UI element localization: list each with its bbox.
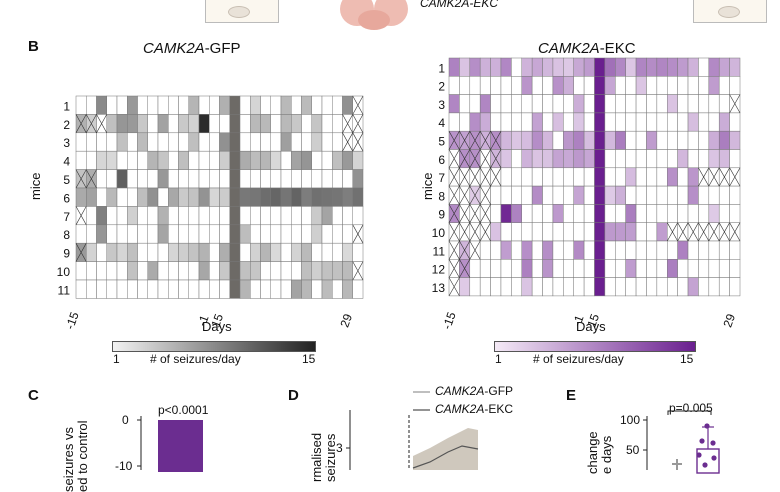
panel-e-ekc-point [711,455,717,461]
panel-e-plot [643,410,720,474]
ekc-title-gene: CAMK2A [538,40,600,57]
cage-left-image [205,0,279,23]
ekc-title: CAMK2A-EKC [538,40,636,57]
panel-e-ekc-point [702,462,708,468]
gfp-colorbar-max: 15 [302,352,316,366]
ekc-colorbar-min: 1 [495,352,502,366]
cage-right-image [693,0,767,23]
panel-e-letter: E [566,387,577,404]
panel-d-letter: D [288,387,299,404]
brain-icon [338,0,412,30]
gfp-colorbar-min: 1 [113,352,120,366]
panel-e-ekc-box [696,448,720,474]
panel-e-ytick-0: 100 [620,413,641,427]
gfp-title: CAMK2A-GFP [143,40,241,57]
gfp-colorbar-label: # of seizures/day [150,352,241,366]
panel-e-ekc-point [696,452,702,458]
gfp-colorbar [112,341,316,352]
panel-a-ekc-label: CAMK2A-EKC [420,0,499,10]
mouse-icon [228,6,250,18]
panel-d-ytick: 3 [336,441,343,455]
panel-c-bar [158,420,203,472]
panel-d-legend-ekc-suffix: -EKC [484,402,514,416]
panel-d-legend-ekc: CAMK2A-EKC [435,402,513,416]
panel-c-annotation: p<0.0001 [158,403,209,417]
panel-e-ekc-point [704,423,710,429]
gfp-title-suffix: -GFP [204,40,241,57]
ekc-colorbar-label: # of seizures/day [533,352,624,366]
gfp-xlabel: Days [202,319,232,334]
panel-e-ytick-1: 50 [626,443,640,457]
panel-c-ytick-0: 0 [122,413,129,427]
ekc-colorbar [494,341,696,352]
ekc-title-suffix: -EKC [599,40,636,57]
ekc-xlabel: Days [576,319,606,334]
panel-c-letter: C [28,387,39,404]
panel-d-legend-ekc-gene: CAMK2A [435,402,485,416]
gfp-title-gene: CAMK2A [143,40,205,57]
panel-d-ekc-band [413,428,478,470]
panel-d-ekc-line [412,445,479,469]
ekc-colorbar-max: 15 [680,352,694,366]
panel-e-ekc-point [710,440,716,446]
panel-c-axes [137,416,203,472]
panel-d-legend-gfp-gene: CAMK2A [435,384,485,398]
panel-d-legend-gfp: CAMK2A-GFP [435,384,513,398]
panel-b-letter: B [28,38,39,55]
mouse-icon [718,6,740,18]
panel-d-plot [346,391,479,470]
panel-e-ekc-point [699,438,705,444]
panel-d-legend-gfp-suffix: -GFP [484,384,514,398]
panel-a-fragment: CAMK2A-EKC [0,0,780,34]
